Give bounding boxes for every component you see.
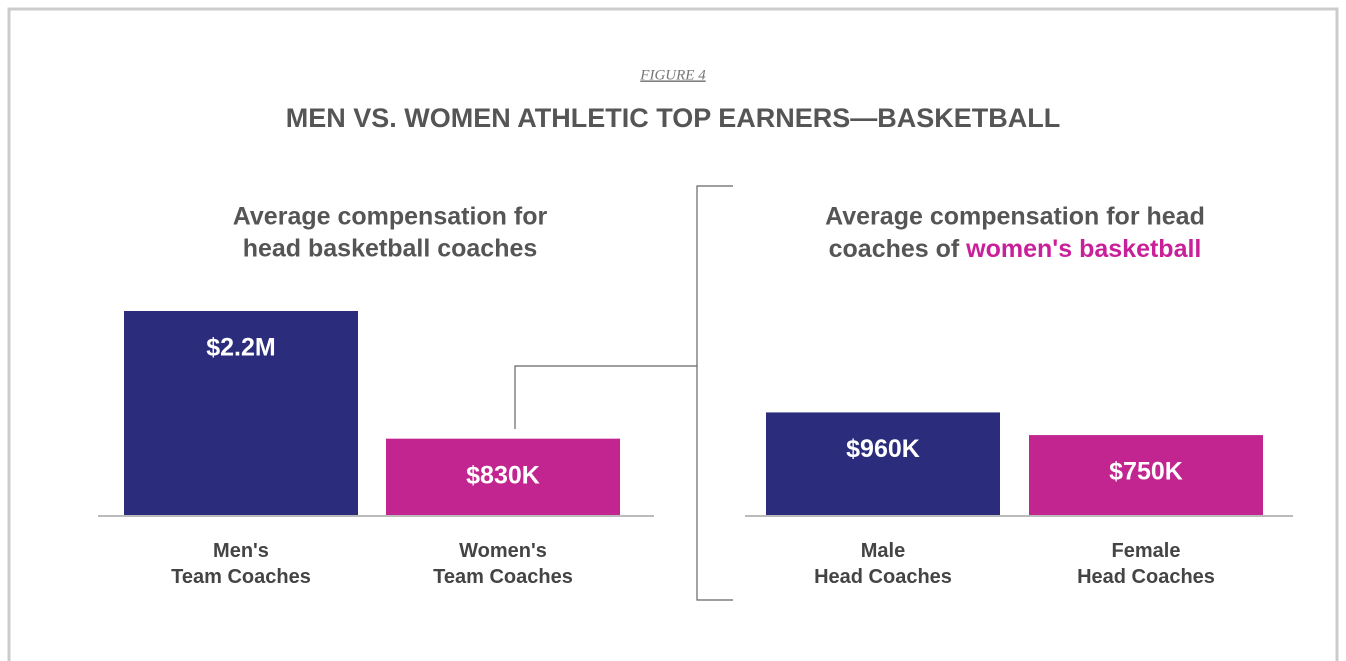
subtitle-line: Average compensation for head bbox=[825, 203, 1205, 231]
figure-label: FIGURE 4 bbox=[639, 67, 706, 83]
title: MEN VS. WOMEN ATHLETIC TOP EARNERS—BASKE… bbox=[286, 103, 1061, 133]
subtitle-highlight: women's basketball bbox=[965, 235, 1201, 263]
subtitle-line: coaches of women's basketball bbox=[829, 235, 1202, 263]
value-label: $960K bbox=[846, 435, 920, 463]
subtitle-text: coaches of bbox=[829, 235, 960, 263]
value-label: $750K bbox=[1109, 458, 1183, 486]
bar bbox=[1029, 435, 1263, 516]
connector bbox=[514, 185, 733, 601]
value-label: $2.2M bbox=[206, 334, 275, 362]
subtitle-line: head basketball coaches bbox=[243, 235, 538, 263]
category-label: Female Head Coaches bbox=[1077, 540, 1215, 588]
value-label: $830K bbox=[466, 461, 540, 489]
bar bbox=[766, 412, 1000, 516]
bar bbox=[386, 438, 620, 516]
category-label: Women's Team Coaches bbox=[433, 540, 573, 588]
bar bbox=[124, 311, 358, 516]
subtitle-line: Average compensation for bbox=[233, 203, 548, 231]
frame bbox=[7, 7, 1339, 661]
category-label: Men's Team Coaches bbox=[171, 540, 311, 588]
category-label: Male Head Coaches bbox=[814, 540, 952, 588]
